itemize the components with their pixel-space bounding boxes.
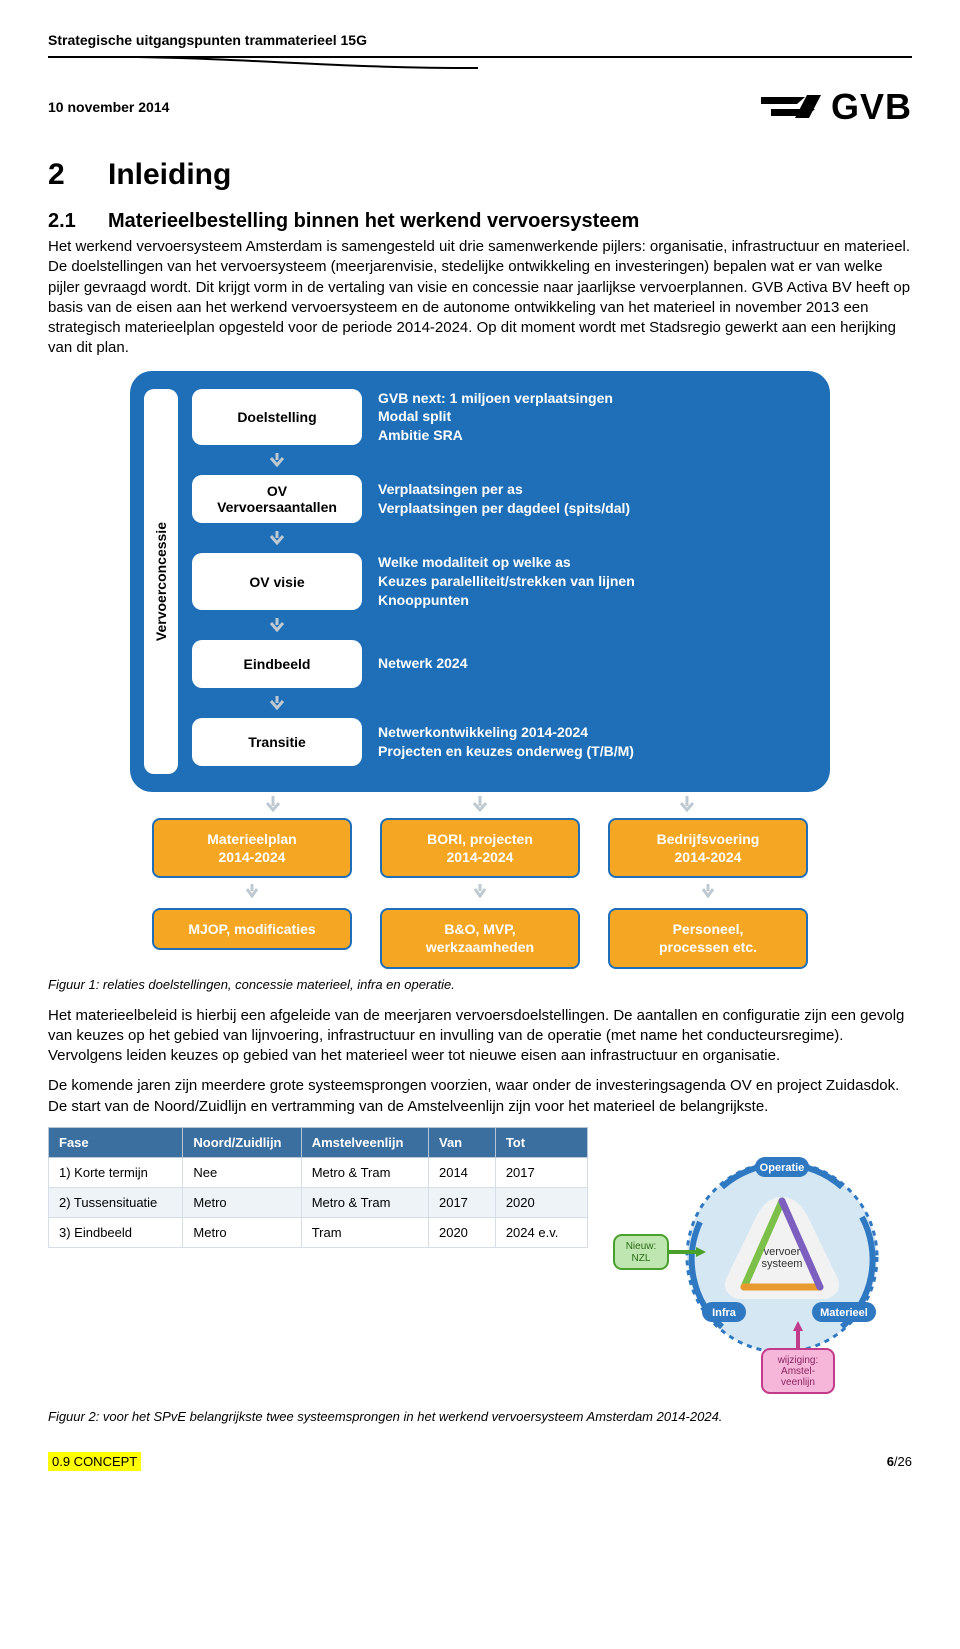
arrow-down-icon [699,884,717,902]
svg-text:vervoersysteem: vervoersysteem [762,1246,803,1270]
table-header-cell: Amstelveenlijn [301,1127,428,1157]
table-header-cell: Van [428,1127,495,1157]
table-cell: 2) Tussensituatie [49,1187,183,1217]
diagram-row: OVVervoersaantallen Verplaatsingen per as… [192,475,812,523]
diagram-blue-panel: Vervoerconcessie Doelstelling GVB next: 1… [130,371,830,792]
doc-date: 10 november 2014 [48,99,169,115]
diagram-row-desc: Welke modaliteit op welke asKeuzes paral… [378,553,812,610]
diagram-row: Eindbeeld Netwerk 2024 [192,640,812,688]
paragraph-2: Het materieelbeleid is hierbij een afgel… [48,1006,912,1067]
table-cell: 2020 [428,1217,495,1247]
table-header-cell: Tot [495,1127,587,1157]
diagram-output-column: Materieelplan2014-2024 MJOP, modificaties [152,818,352,969]
gvb-logo-icon [761,89,821,125]
cycle-node-operatie: Operatie [760,1162,805,1174]
cycle-node-materieel: Materieel [820,1307,868,1319]
table-row: 2) TussensituatieMetroMetro & Tram201720… [49,1187,588,1217]
arrow-down-icon [243,884,261,902]
table-cell: 3) Eindbeeld [49,1217,183,1247]
diagram-output-top: BORI, projecten2014-2024 [380,818,580,878]
subsection-title: Materieelbestelling binnen het werkend v… [108,210,639,232]
diagram-row-desc: GVB next: 1 miljoen verplaatsingenModal … [378,389,812,446]
paragraph-3: De komende jaren zijn meerdere grote sys… [48,1076,912,1117]
diagram-output-column: Bedrijfsvoering2014-2024 Personeel,proces… [608,818,808,969]
diagram-row-label: Transitie [192,718,362,766]
header-divider-swoosh [48,56,912,70]
figure-1-caption: Figuur 1: relaties doelstellingen, conce… [48,977,912,992]
subsection-num: 2.1 [48,210,108,233]
diagram-output-column: BORI, projecten2014-2024 B&O, MVP,werkzaa… [380,818,580,969]
cycle-node-infra: Infra [712,1307,737,1319]
table-cell: 2017 [495,1157,587,1187]
diagram-row-label: Doelstelling [192,389,362,446]
table-row: 3) EindbeeldMetroTram20202024 e.v. [49,1217,588,1247]
diagram-row: OV visie Welke modaliteit op welke asKeuz… [192,553,812,610]
svg-text:wijziging:Amstel-veenlijn: wijziging:Amstel-veenlijn [777,1355,819,1388]
diagram-row-label: OVVervoersaantallen [192,475,362,523]
figure-2-cycle-diagram: vervoersysteem Operatie Infra Materieel … [612,1127,912,1401]
table-header-cell: Noord/Zuidlijn [183,1127,301,1157]
diagram-row-desc: Netwerk 2024 [378,640,812,688]
table-cell: Metro [183,1217,301,1247]
diagram-output-top: Materieelplan2014-2024 [152,818,352,878]
figure-2-caption: Figuur 2: voor het SPvE belangrijkste tw… [48,1409,912,1424]
table-header-cell: Fase [49,1127,183,1157]
diagram-row-label: Eindbeeld [192,640,362,688]
diagram-row-desc: Netwerkontwikkeling 2014-2024Projecten e… [378,718,812,766]
page-footer: 0.9 CONCEPT 6/26 [48,1452,912,1471]
figure-1-diagram: Vervoerconcessie Doelstelling GVB next: 1… [130,371,830,969]
section-title: Inleiding [108,158,231,191]
phase-table: FaseNoord/ZuidlijnAmstelveenlijnVanTot 1… [48,1127,588,1248]
table-cell: Metro & Tram [301,1187,428,1217]
diagram-row-desc: Verplaatsingen per asVerplaatsingen per … [378,475,812,523]
diagram-row: Transitie Netwerkontwikkeling 2014-2024Pr… [192,718,812,766]
table-cell: 2014 [428,1157,495,1187]
section-num: 2 [48,158,108,192]
diagram-row-label: OV visie [192,553,362,610]
diagram-output-bottom: Personeel,processen etc. [608,908,808,968]
table-cell: Metro [183,1187,301,1217]
gvb-logo: GVB [761,86,912,128]
table-cell: Tram [301,1217,428,1247]
arrow-down-icon [471,884,489,902]
diagram-row: Doelstelling GVB next: 1 miljoen verplaat… [192,389,812,446]
section-heading: 2Inleiding [48,158,912,192]
gvb-logo-text: GVB [831,86,912,128]
concept-mark: 0.9 CONCEPT [48,1452,141,1471]
table-cell: 2024 e.v. [495,1217,587,1247]
doc-title: Strategische uitgangspunten trammateriee… [48,32,367,48]
table-cell: 2020 [495,1187,587,1217]
diagram-bottom-arrows [130,792,830,818]
table-cell: Nee [183,1157,301,1187]
vervoerconcessie-pill: Vervoerconcessie [144,389,178,774]
diagram-output-top: Bedrijfsvoering2014-2024 [608,818,808,878]
paragraph-1: Het werkend vervoersysteem Amsterdam is … [48,237,912,359]
diagram-output-bottom: MJOP, modificaties [152,908,352,950]
page-number: 6/26 [887,1454,912,1469]
subsection-heading: 2.1Materieelbestelling binnen het werken… [48,210,912,233]
table-cell: 1) Korte termijn [49,1157,183,1187]
table-row: 1) Korte termijnNeeMetro & Tram20142017 [49,1157,588,1187]
table-cell: Metro & Tram [301,1157,428,1187]
diagram-bottom-boxes: Materieelplan2014-2024 MJOP, modificaties… [130,818,830,969]
table-cell: 2017 [428,1187,495,1217]
diagram-output-bottom: B&O, MVP,werkzaamheden [380,908,580,968]
doc-header: Strategische uitgangspunten trammateriee… [48,32,912,58]
